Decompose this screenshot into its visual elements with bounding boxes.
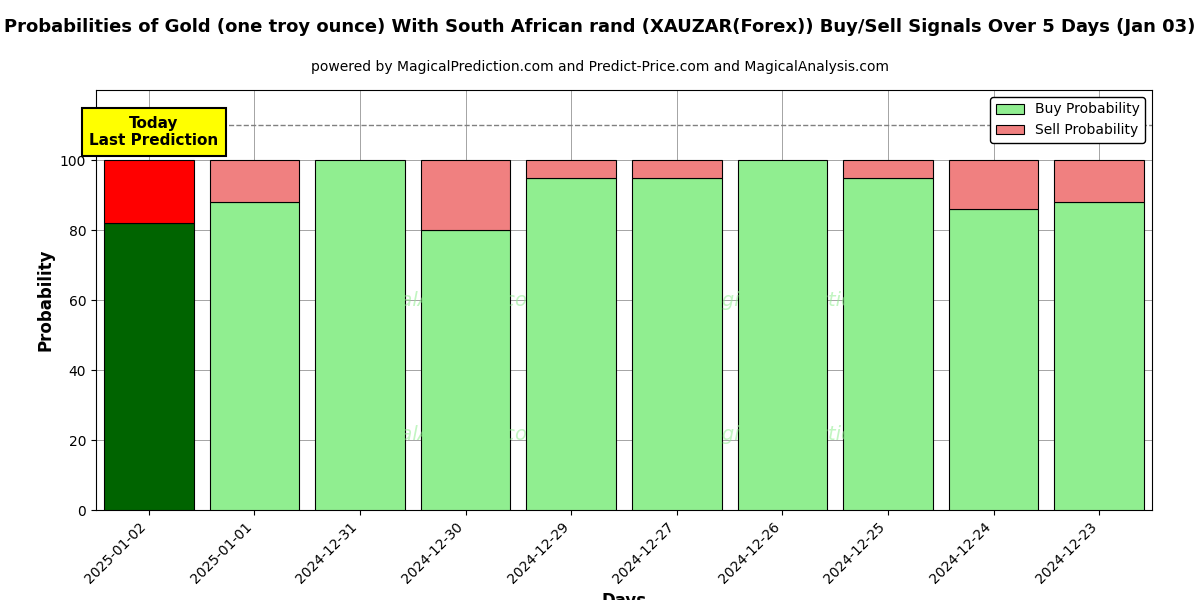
Bar: [949, 209, 1038, 510]
X-axis label: Days: Days: [601, 592, 647, 600]
Y-axis label: Probability: Probability: [36, 249, 54, 351]
Bar: [104, 223, 193, 510]
Text: powered by MagicalPrediction.com and Predict-Price.com and MagicalAnalysis.com: powered by MagicalPrediction.com and Pre…: [311, 60, 889, 74]
Text: MagicalAnalysis.com: MagicalAnalysis.com: [343, 290, 546, 310]
Bar: [527, 160, 616, 178]
Bar: [738, 160, 827, 510]
Text: Probabilities of Gold (one troy ounce) With South African rand (XAUZAR(Forex)) B: Probabilities of Gold (one troy ounce) W…: [5, 18, 1195, 36]
Bar: [527, 178, 616, 510]
Text: MagicalPrediction.com: MagicalPrediction.com: [694, 425, 913, 444]
Text: MagicalPrediction.com: MagicalPrediction.com: [694, 290, 913, 310]
Bar: [844, 160, 932, 178]
Bar: [632, 178, 721, 510]
Bar: [210, 202, 299, 510]
Bar: [421, 230, 510, 510]
Bar: [210, 160, 299, 202]
Bar: [104, 160, 193, 223]
Bar: [844, 178, 932, 510]
Bar: [316, 160, 404, 510]
Bar: [1055, 160, 1144, 202]
Text: MagicalAnalysis.com: MagicalAnalysis.com: [343, 425, 546, 444]
Bar: [1055, 202, 1144, 510]
Bar: [421, 160, 510, 230]
Legend: Buy Probability, Sell Probability: Buy Probability, Sell Probability: [990, 97, 1145, 143]
Text: Today
Last Prediction: Today Last Prediction: [90, 116, 218, 148]
Bar: [632, 160, 721, 178]
Bar: [949, 160, 1038, 209]
